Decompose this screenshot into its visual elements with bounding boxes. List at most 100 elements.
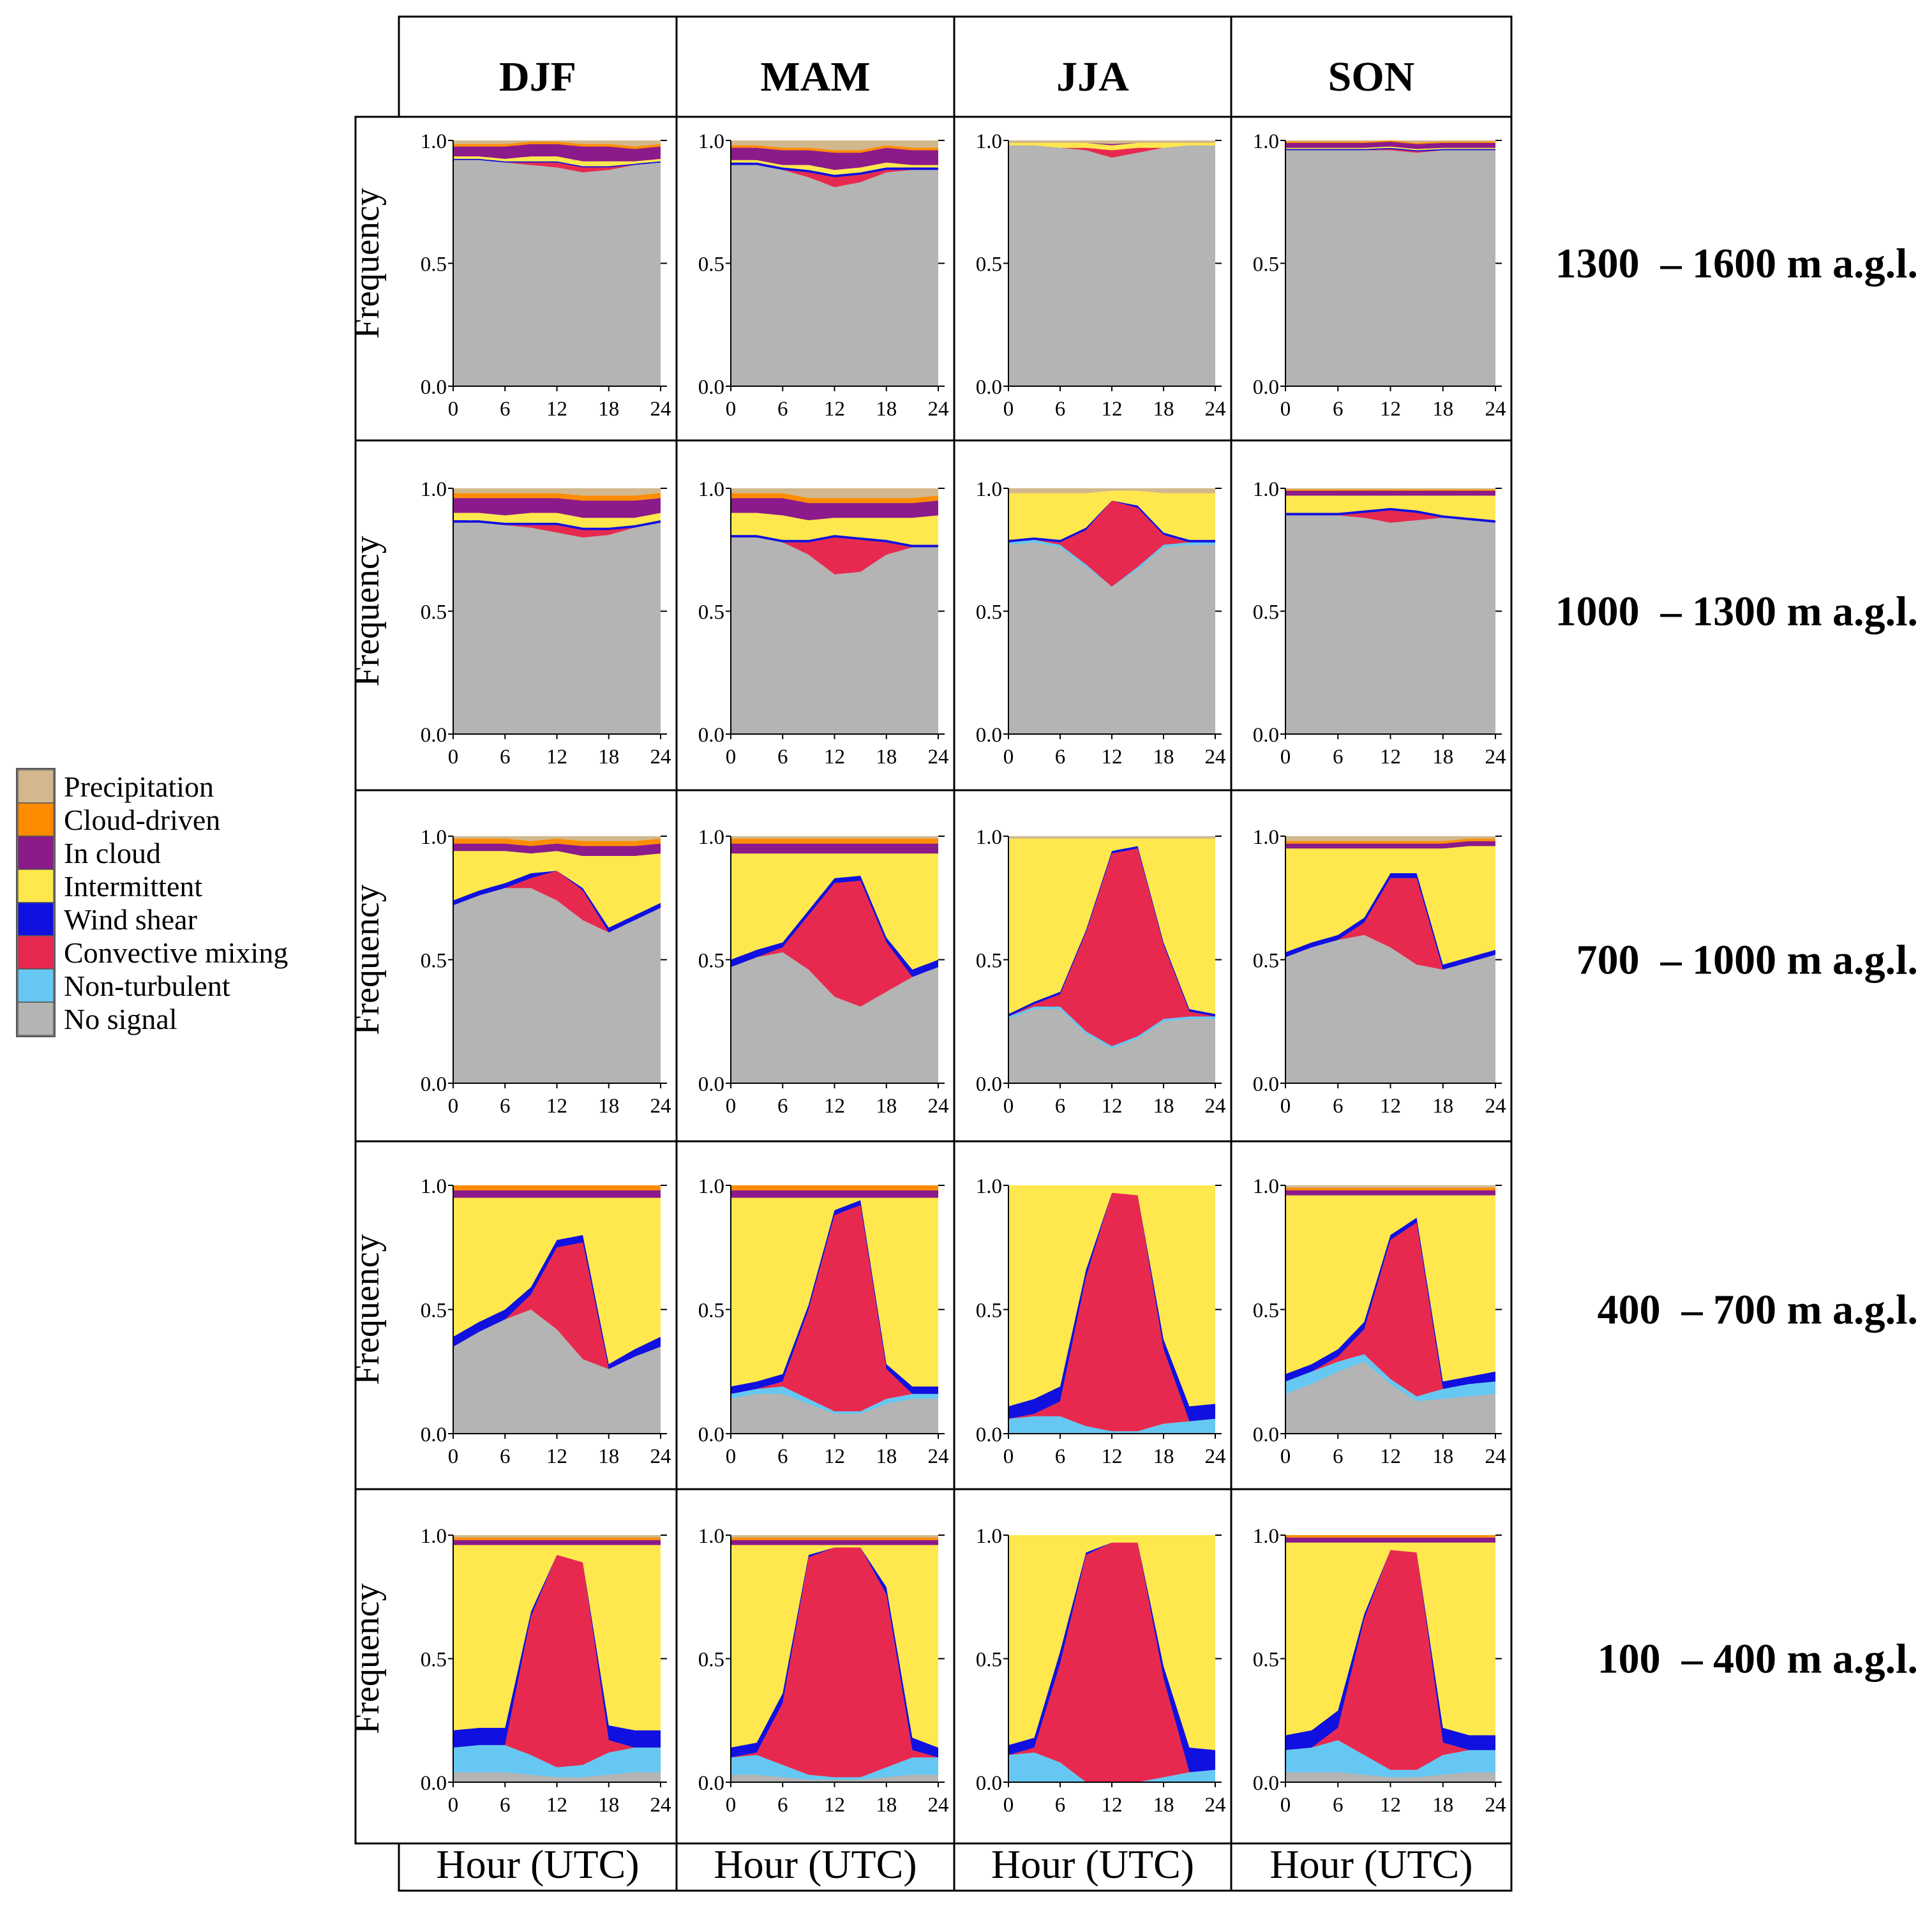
area-intermittent	[453, 851, 661, 928]
x-tick-label: 6	[1055, 1095, 1066, 1118]
area-cloud-driven	[731, 1185, 938, 1190]
area-cloud-driven	[731, 1537, 938, 1540]
area-in-cloud	[453, 1540, 661, 1545]
x-tick-label: 12	[1380, 1095, 1401, 1118]
panel-son-row-5: 0.0 0.5 1.0 0 6 12 18 24	[1253, 1525, 1506, 1817]
area-in-cloud	[1285, 141, 1495, 149]
y-tick-label: 0.5	[976, 253, 1002, 276]
y-tick-label: 1.0	[976, 1525, 1002, 1548]
x-tick-label: 24	[1485, 746, 1506, 769]
x-tick-label: 0	[726, 398, 737, 421]
y-axis-label: Frequency	[347, 1234, 387, 1384]
x-tick-label: 24	[928, 1445, 949, 1468]
y-tick-label: 1.0	[698, 1175, 724, 1198]
area-convective-mixing	[731, 165, 938, 188]
y-tick-label: 0.5	[698, 601, 724, 624]
x-axis-label: Hour (UTC)	[991, 1842, 1194, 1887]
y-tick-label: 1.0	[421, 130, 447, 153]
y-tick-label: 0.0	[976, 724, 1002, 747]
x-tick-label: 6	[1055, 398, 1066, 421]
area-in-cloud	[453, 1190, 661, 1198]
y-axis-label: Frequency	[347, 188, 387, 338]
panel-mam-row-2: 0.0 0.5 1.0 0 6 12 18 24	[698, 478, 949, 769]
x-tick-label: 0	[1003, 398, 1014, 421]
area-convective-mixing	[453, 1555, 661, 1767]
area-no-signal	[1285, 1362, 1495, 1434]
x-tick-label: 12	[1102, 746, 1123, 769]
area-intermittent	[453, 156, 661, 167]
x-axis-label: Hour (UTC)	[436, 1842, 639, 1887]
y-tick-label: 0.5	[1253, 601, 1279, 624]
legend-swatch-no-signal	[17, 1002, 54, 1036]
x-tick-label: 6	[500, 1794, 511, 1817]
area-convective-mixing	[453, 1242, 661, 1369]
x-tick-label: 24	[1205, 1794, 1226, 1817]
area-in-cloud	[731, 1540, 938, 1545]
area-intermittent	[453, 1197, 661, 1365]
area-convective-mixing	[453, 871, 661, 933]
area-no-signal	[731, 952, 938, 1083]
area-wind-shear	[453, 158, 661, 168]
y-tick-label: 1.0	[421, 478, 447, 501]
area-cloud-driven	[1285, 140, 1495, 144]
y-tick-label: 0.5	[1253, 1300, 1279, 1323]
x-tick-label: 24	[650, 1445, 671, 1468]
area-no-signal	[1285, 515, 1495, 734]
x-tick-label: 12	[824, 1794, 845, 1817]
y-tick-label: 0.0	[698, 1073, 724, 1096]
area-intermittent	[731, 1197, 938, 1387]
x-tick-label: 12	[546, 746, 567, 769]
x-tick-label: 12	[1102, 398, 1123, 421]
area-no-signal	[1285, 934, 1495, 1083]
x-tick-label: 24	[1205, 398, 1226, 421]
x-tick-label: 0	[448, 1794, 459, 1817]
area-wind-shear	[731, 162, 938, 177]
area-convective-mixing	[453, 522, 661, 537]
legend-swatch-wind-shear	[17, 902, 54, 936]
x-tick-label: 24	[1485, 1095, 1506, 1118]
x-tick-label: 12	[824, 746, 845, 769]
area-convective-mixing	[453, 160, 661, 173]
area-no-signal	[1285, 1772, 1495, 1782]
panel-djf-row-3: 0.0 0.5 1.0 0 6 12 18 24 Frequency	[347, 826, 671, 1118]
area-no-signal	[1008, 1009, 1215, 1083]
area-cloud-driven	[731, 145, 938, 153]
area-no-signal	[731, 537, 938, 734]
x-tick-label: 0	[726, 746, 737, 769]
panel-mam-row-5: 0.0 0.5 1.0 0 6 12 18 24	[698, 1525, 949, 1817]
panel-jja-row-1: 0.0 0.5 1.0 0 6 12 18 24	[976, 130, 1226, 421]
x-tick-label: 0	[1280, 746, 1291, 769]
legend-label: Intermittent	[64, 870, 202, 903]
y-tick-label: 1.0	[976, 130, 1002, 153]
x-tick-label: 18	[1153, 398, 1174, 421]
y-tick-label: 0.5	[1253, 1649, 1279, 1672]
area-wind-shear	[1285, 147, 1495, 152]
y-tick-label: 0.0	[976, 376, 1002, 399]
y-tick-label: 0.5	[1253, 950, 1279, 973]
x-tick-label: 18	[1432, 746, 1453, 769]
area-convective-mixing	[1008, 1542, 1215, 1782]
x-tick-label: 6	[1055, 1794, 1066, 1817]
y-axis-label: Frequency	[347, 1583, 387, 1734]
y-tick-label: 0.0	[698, 1423, 724, 1446]
area-cloud-driven	[731, 493, 938, 504]
area-in-cloud	[453, 843, 661, 856]
panel-son-row-3: 0.0 0.5 1.0 0 6 12 18 24	[1253, 826, 1506, 1118]
legend-label: Non-turbulent	[64, 970, 230, 1002]
x-tick-label: 0	[448, 1445, 459, 1468]
x-tick-label: 6	[1333, 1794, 1344, 1817]
y-tick-label: 1.0	[976, 1175, 1002, 1198]
x-tick-label: 12	[546, 1445, 567, 1468]
x-tick-label: 0	[1003, 1445, 1014, 1468]
x-tick-label: 6	[500, 1095, 511, 1118]
x-tick-label: 12	[1102, 1794, 1123, 1817]
y-tick-label: 1.0	[1253, 826, 1279, 849]
area-no-signal	[731, 165, 938, 386]
panel-jja-row-2: 0.0 0.5 1.0 0 6 12 18 24	[976, 478, 1226, 769]
y-tick-label: 0.0	[1253, 1772, 1279, 1795]
area-intermittent	[1285, 146, 1495, 151]
area-intermittent	[1008, 838, 1215, 1014]
area-non-turbulent	[1008, 539, 1215, 587]
area-intermittent	[1008, 1535, 1215, 1750]
x-tick-label: 12	[546, 1095, 567, 1118]
